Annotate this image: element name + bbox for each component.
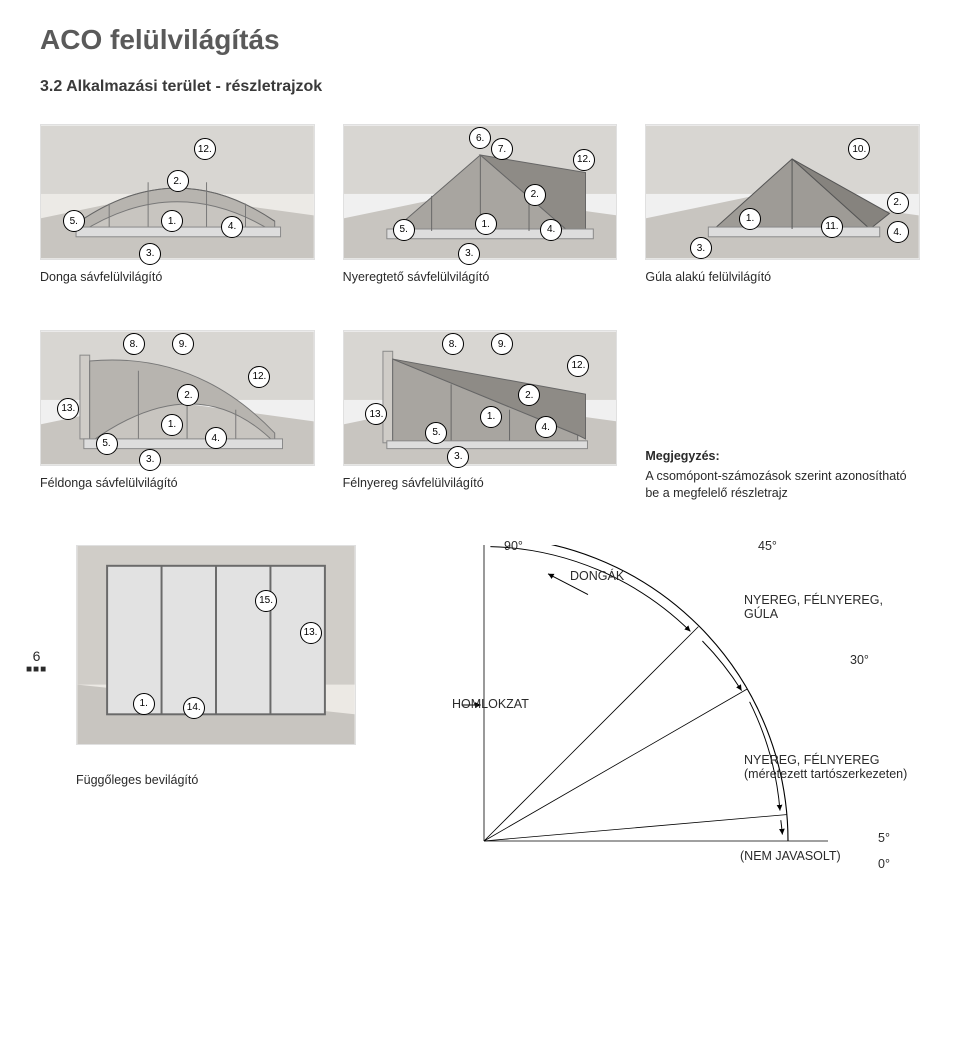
node-marker: 3. bbox=[139, 243, 161, 265]
cell-gula: 10. 2. 1. 11. 4. 3. Gúla alakú felülvilágító bbox=[645, 124, 920, 284]
node-marker: 1. bbox=[480, 406, 502, 428]
node-marker: 7. bbox=[491, 138, 513, 160]
node-marker: 8. bbox=[123, 333, 145, 355]
diagram-feldonga: 8.9.12.13.2.1.5.4.3. bbox=[40, 330, 315, 466]
label-5: 5° bbox=[878, 831, 890, 845]
node-marker: 4. bbox=[535, 416, 557, 438]
node-marker: 2. bbox=[524, 184, 546, 206]
cell-donga: 12.2. 5. 1. 4. 3. Donga sávfelülvilágító bbox=[40, 124, 315, 284]
lower-section: 15. 13. 1. 14. Függőleges bevilágító bbox=[40, 545, 920, 865]
row-1: 12.2.5.1.4.3. Donga sávfelülvilágító 6.7… bbox=[40, 124, 920, 284]
node-marker: 6. bbox=[469, 127, 491, 149]
node-marker: 1. bbox=[133, 693, 155, 715]
node-marker: 15. bbox=[255, 590, 277, 612]
node-marker: 13. bbox=[57, 398, 79, 420]
diagram-nyereg: 6.7.12.2.5.1.4.3. bbox=[343, 124, 618, 260]
gula-svg bbox=[646, 125, 919, 259]
node-marker: 9. bbox=[491, 333, 513, 355]
node-marker: 1. bbox=[161, 414, 183, 436]
node-marker: 1. bbox=[739, 208, 761, 230]
node-marker: 5. bbox=[425, 422, 447, 444]
caption-felnyereg: Félnyereg sávfelülvilágító bbox=[343, 476, 618, 490]
node-marker: 3. bbox=[458, 243, 480, 265]
node-marker: 4. bbox=[887, 221, 909, 243]
page-number-marker: ■■■ bbox=[26, 664, 47, 675]
subsection-title: 3.2 Alkalmazási terület - részletrajzok bbox=[40, 78, 920, 96]
node-marker: 1. bbox=[161, 210, 183, 232]
node-marker: 3. bbox=[690, 237, 712, 259]
node-marker: 12. bbox=[194, 138, 216, 160]
node-marker: 4. bbox=[540, 219, 562, 241]
label-nem-javasolt: (NEM JAVASOLT) bbox=[740, 849, 841, 863]
felnyereg-svg bbox=[344, 331, 617, 465]
node-marker: 12. bbox=[567, 355, 589, 377]
node-marker: 12. bbox=[573, 149, 595, 171]
cell-nyereg: 6.7. 12. 2. 5. 1. 4. 3. Nyeregtető sávfelülvil… bbox=[343, 124, 618, 284]
node-marker: 9. bbox=[172, 333, 194, 355]
node-marker: 2. bbox=[518, 384, 540, 406]
node-marker: 3. bbox=[139, 449, 161, 471]
cell-felnyereg: 8. 9. 12. 2. 13. 1. 5. 4. 3. Félnyereg sávfelülv… bbox=[343, 330, 618, 503]
caption-nyereg: Nyeregtető sávfelülvilágító bbox=[343, 270, 618, 284]
node-marker: 13. bbox=[300, 622, 322, 644]
node-marker: 13. bbox=[365, 403, 387, 425]
label-90: 90° bbox=[504, 539, 523, 553]
note-body: A csomópont-számozások szerint azonosíth… bbox=[645, 468, 920, 503]
node-marker: 10. bbox=[848, 138, 870, 160]
label-nyereg-meretezett: NYEREG, FÉLNYEREG (méretezett tartószerk… bbox=[744, 753, 907, 781]
node-marker: 5. bbox=[393, 219, 415, 241]
diagram-donga: 12.2.5.1.4.3. bbox=[40, 124, 315, 260]
diagram-felnyereg: 8. 9. 12. 2. 13. 1. 5. 4. 3. bbox=[343, 330, 618, 466]
page-number-value: 6 bbox=[26, 648, 47, 664]
note-title: Megjegyzés: bbox=[645, 448, 920, 466]
label-nyereg-meretezett-line1: NYEREG, FÉLNYEREG bbox=[744, 753, 879, 767]
cell-note: Megjegyzés: A csomópont-számozások szeri… bbox=[645, 330, 920, 503]
vertical-svg bbox=[77, 546, 355, 744]
node-marker: 2. bbox=[167, 170, 189, 192]
node-marker: 2. bbox=[887, 192, 909, 214]
node-marker: 5. bbox=[96, 433, 118, 455]
node-marker: 1. bbox=[475, 213, 497, 235]
node-marker: 4. bbox=[221, 216, 243, 238]
node-marker: 8. bbox=[442, 333, 464, 355]
node-marker: 12. bbox=[248, 366, 270, 388]
caption-gula: Gúla alakú felülvilágító bbox=[645, 270, 920, 284]
diagram-vertical: 15. 13. 1. 14. bbox=[76, 545, 356, 745]
label-dongak: DONGÁK bbox=[570, 569, 624, 583]
label-0: 0° bbox=[878, 857, 890, 871]
caption-donga: Donga sávfelülvilágító bbox=[40, 270, 315, 284]
note-block: Megjegyzés: A csomópont-számozások szeri… bbox=[645, 330, 920, 503]
caption-vertical: Függőleges bevilágító bbox=[76, 773, 356, 787]
label-homlokzat: HOMLOKZAT bbox=[452, 697, 529, 711]
label-45: 45° bbox=[758, 539, 777, 553]
node-marker: 3. bbox=[447, 446, 469, 468]
arc-diagram: 90° 45° 30° 5° 0° DONGÁK NYEREG, FÉLNYER… bbox=[384, 545, 920, 865]
node-marker: 4. bbox=[205, 427, 227, 449]
diagram-gula: 10. 2. 1. 11. 4. 3. bbox=[645, 124, 920, 260]
cell-feldonga: 8. 9. 12. 13. 2. 1. 5. 4. 3. Féldonga sávfelülvi… bbox=[40, 330, 315, 503]
page-title: ACO felülvilágítás bbox=[40, 24, 920, 56]
label-nyereg-meretezett-line2: (méretezett tartószerkezeten) bbox=[744, 767, 907, 781]
node-marker: 14. bbox=[183, 697, 205, 719]
row-2: 8. 9. 12. 13. 2. 1. 5. 4. 3. Féldonga sávfelülvi… bbox=[40, 330, 920, 503]
page-number: 6 ■■■ bbox=[26, 648, 47, 675]
node-marker: 5. bbox=[63, 210, 85, 232]
caption-feldonga: Féldonga sávfelülvilágító bbox=[40, 476, 315, 490]
node-marker: 11. bbox=[821, 216, 843, 238]
node-marker: 2. bbox=[177, 384, 199, 406]
label-30: 30° bbox=[850, 653, 869, 667]
label-nyereg-group: NYEREG, FÉLNYEREG, GÚLA bbox=[744, 593, 920, 621]
cell-vertical: 15. 13. 1. 14. Függőleges bevilágító bbox=[76, 545, 356, 865]
